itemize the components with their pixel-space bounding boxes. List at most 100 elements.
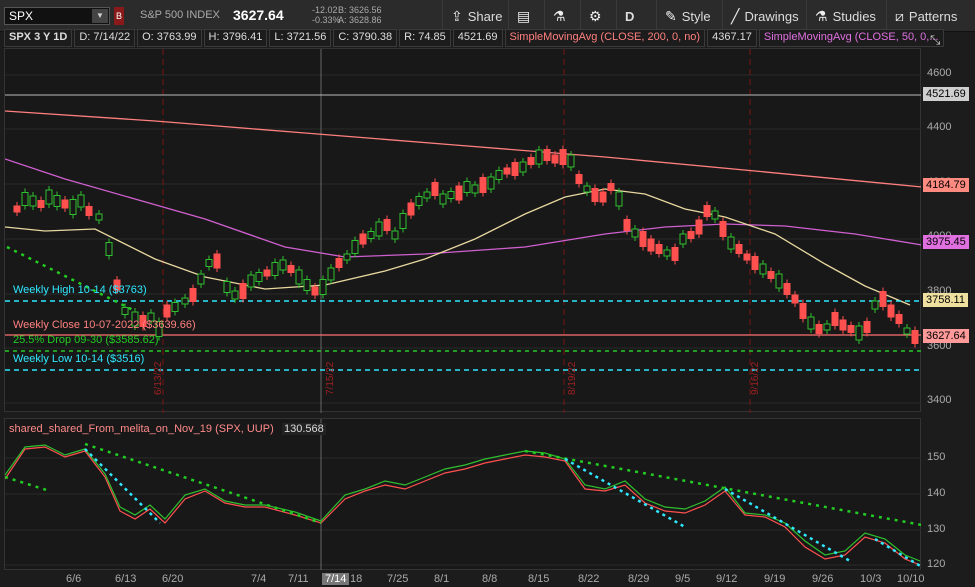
candle-body — [197, 273, 205, 285]
pct-change: -0.33% — [312, 15, 341, 25]
bid-ask-block: B: 3626.56 A: 3628.86 — [338, 5, 382, 25]
candle-body — [303, 279, 311, 291]
candle-body — [343, 253, 351, 261]
price-tick: 3600 — [927, 340, 952, 352]
candle-body — [247, 274, 255, 288]
candle-body — [231, 290, 239, 300]
flag-badge[interactable]: B — [114, 7, 124, 25]
price-tick: 3400 — [927, 394, 952, 406]
candle-body — [583, 185, 591, 193]
study-trend-line — [84, 442, 322, 525]
chevron-down-icon[interactable]: ▼ — [92, 9, 108, 23]
candle-body — [263, 269, 271, 277]
sma50-label[interactable]: SimpleMovingAvg (CLOSE, 50, 0,... — [758, 29, 944, 47]
candle-body — [279, 259, 287, 271]
candle-body — [255, 272, 263, 282]
candle-body — [791, 294, 799, 304]
candle-body — [21, 192, 29, 206]
candle-body — [695, 219, 703, 235]
price-axis[interactable]: 4600 4400 4200 4000 3800 3600 3400 4521.… — [921, 48, 975, 412]
study-chart[interactable] — [4, 419, 923, 571]
study-name[interactable]: shared_shared_From_melita_on_Nov_19 (SPX… — [9, 423, 274, 435]
candle-body — [375, 221, 383, 237]
candle-body — [105, 242, 113, 256]
x-label: 9/26 — [812, 573, 834, 585]
candle-body — [383, 219, 391, 231]
aggregation-label: D — [625, 8, 635, 24]
settings-button[interactable]: ⚙ — [580, 0, 616, 32]
candle-body — [121, 307, 129, 315]
symbol-field[interactable]: SPX ▼ — [4, 7, 110, 25]
gear-icon: ⚙ — [589, 7, 602, 24]
study-red-line — [4, 446, 921, 566]
top-toolbar: SPX ▼ B S&P 500 INDEX 3627.64 -12.02 -0.… — [0, 0, 975, 32]
candle-body — [807, 316, 815, 330]
aggregation-button[interactable]: D — [616, 0, 656, 32]
candle-body — [367, 231, 375, 239]
symbol-text: SPX — [9, 9, 34, 23]
patterns-label: Patterns — [908, 8, 958, 24]
candle-body — [511, 162, 519, 176]
candle-body — [823, 323, 831, 331]
candle-body — [831, 312, 839, 326]
candle-body — [895, 314, 903, 324]
vline-date-label: 9/16/22 — [750, 361, 761, 395]
study-tick: 140 — [927, 487, 946, 499]
candle-body — [711, 210, 719, 220]
candle-body — [85, 206, 93, 216]
share-icon: ⇪ — [451, 7, 463, 24]
sma200-tag: 4184.79 — [923, 178, 969, 192]
short-sma-tag: 3758.11 — [923, 293, 968, 307]
candle-body — [213, 253, 221, 269]
candle-body — [623, 219, 631, 231]
candle-body — [607, 183, 615, 191]
candle-body — [911, 330, 919, 344]
drawings-label: Drawings — [744, 8, 799, 24]
candle-body — [351, 240, 359, 254]
patterns-button[interactable]: ⧄ Patterns — [886, 0, 975, 32]
change-block: -12.02 -0.33% — [312, 5, 341, 25]
collapse-icon[interactable]: ⤡ — [930, 32, 941, 47]
drawings-button[interactable]: ╱ Drawings — [722, 0, 806, 32]
study-cyan-line — [564, 457, 686, 529]
candle-body — [631, 228, 639, 238]
candle-body — [815, 324, 823, 334]
candle-body — [799, 303, 807, 319]
bar-range: R: 74.85 — [399, 29, 451, 47]
style-icon: ✎ — [665, 7, 677, 24]
share-button[interactable]: ⇪ Share — [442, 0, 508, 32]
flask-button[interactable]: ⚗ — [544, 0, 580, 32]
candle-body — [871, 300, 879, 310]
candle-body — [639, 231, 647, 247]
study-axis[interactable]: 150 140 130 120 — [921, 418, 975, 570]
price-chart[interactable] — [4, 49, 923, 413]
candle-body — [37, 200, 45, 208]
candle-body — [181, 297, 189, 305]
candle-body — [53, 195, 61, 207]
bar-low: L: 3721.56 — [269, 29, 332, 47]
studies-button[interactable]: ⚗ Studies — [806, 0, 886, 32]
time-axis[interactable] — [0, 570, 975, 587]
chart-period[interactable]: SPX 3 Y 1D — [4, 29, 73, 47]
candle-body — [551, 154, 559, 164]
x-label: 7/4 — [251, 573, 267, 585]
style-button[interactable]: ✎ Style — [656, 0, 722, 32]
candle-body — [463, 181, 471, 193]
x-label: 9/5 — [675, 573, 691, 585]
study-pane[interactable] — [4, 418, 923, 571]
price-pane[interactable] — [4, 48, 923, 413]
bar-high: H: 3796.41 — [203, 29, 268, 47]
sma200-label[interactable]: SimpleMovingAvg (CLOSE, 200, 0, no) — [504, 29, 706, 47]
last-price-tag: 3627.64 — [923, 329, 969, 343]
candle-body — [863, 321, 871, 333]
candle-body — [139, 315, 147, 327]
watchlist-button[interactable]: ▤ — [508, 0, 544, 32]
weekly-high-label: Weekly High 10-14 ($3763) — [13, 284, 147, 296]
study-tick: 120 — [927, 558, 946, 570]
candle-body — [495, 170, 503, 180]
bar-open: O: 3763.99 — [137, 29, 202, 47]
info-bar: SPX 3 Y 1D D: 7/14/22 O: 3763.99 H: 3796… — [4, 29, 946, 47]
candle-body — [113, 279, 121, 291]
x-label: 8/29 — [628, 573, 650, 585]
drawing-icon: ╱ — [731, 7, 740, 24]
